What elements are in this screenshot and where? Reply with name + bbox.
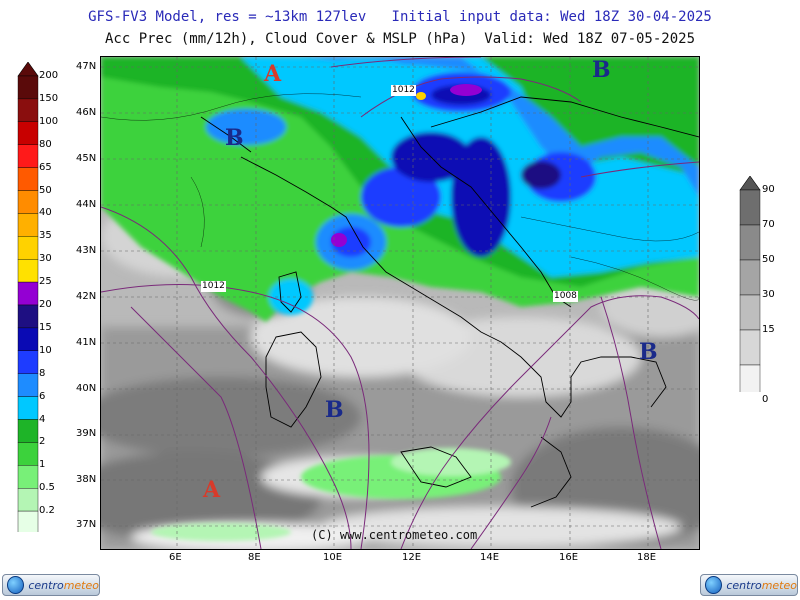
precip-scale-label: 0.5 — [39, 482, 55, 494]
precip-scale-swatch — [17, 258, 39, 283]
cloud-cover-colorbar — [739, 176, 761, 392]
precip-scale-swatch — [17, 396, 39, 420]
precip-scale-swatch — [17, 419, 39, 443]
cloud-scale-swatch — [739, 294, 761, 331]
cloud-scale-label: 0 — [762, 394, 769, 405]
lon-label: 6E — [169, 552, 182, 563]
precip-scale-label: 20 — [39, 299, 52, 310]
precip-scale-swatch — [17, 190, 39, 214]
precip-scale-swatch — [17, 144, 39, 168]
high-pressure-center: A — [203, 477, 221, 503]
lat-label: 43N — [76, 245, 97, 256]
precip-scale-swatch — [17, 350, 39, 374]
precip-scale-swatch — [17, 373, 39, 397]
precip-scale-label: 0.2 — [39, 505, 55, 517]
precip-scale-swatch — [17, 236, 39, 260]
lon-label: 18E — [637, 552, 657, 563]
logo-accent: meteo — [63, 578, 99, 592]
high-pressure-center: A — [264, 61, 282, 87]
precip-scale-swatch — [17, 510, 39, 532]
map-canvas — [101, 57, 699, 549]
colorbar-arrow — [17, 62, 39, 77]
precip-scale-label: 1 — [39, 459, 46, 471]
precip-scale-label: 25 — [39, 276, 52, 288]
isobar-label: 1008 — [553, 291, 578, 302]
precip-scale-swatch — [17, 167, 39, 191]
isobar-label: 1012 — [201, 281, 226, 292]
logo-text: centro — [28, 578, 64, 592]
precip-scale-label: 10 — [39, 344, 52, 356]
precip-scale-label: 4 — [39, 413, 46, 425]
lat-label: 46N — [76, 107, 97, 118]
low-pressure-center: B — [592, 57, 611, 83]
precip-scale-label: 50 — [39, 184, 52, 196]
precip-scale-swatch — [17, 75, 39, 100]
cloud-scale-swatch — [739, 189, 761, 226]
lat-label: 41N — [76, 337, 97, 348]
low-pressure-center: B — [639, 339, 658, 365]
isobar-label: 1012 — [391, 85, 416, 96]
precip-scale-swatch — [17, 121, 39, 145]
cloud-scale-label: 30 — [762, 289, 775, 300]
precip-scale-label: 150 — [39, 92, 59, 104]
lat-label: 44N — [76, 199, 97, 210]
precip-scale-swatch — [17, 213, 39, 237]
precip-scale-label: 30 — [39, 253, 52, 265]
precip-scale-label: 80 — [39, 138, 52, 150]
low-pressure-center: B — [325, 397, 344, 423]
copyright-text: (C) www.centrometeo.com — [311, 528, 478, 542]
cloud-scale-swatch — [739, 329, 761, 366]
centrometeo-logo-right[interactable]: centrometeo — [700, 574, 798, 596]
precip-scale-swatch — [17, 304, 39, 329]
cloud-scale-swatch — [739, 259, 761, 296]
precip-scale-swatch — [17, 488, 39, 512]
lon-label: 12E — [402, 552, 422, 563]
lat-label: 40N — [76, 383, 97, 394]
cloud-scale-label: 70 — [762, 219, 775, 230]
cloud-scale-label: 90 — [762, 184, 775, 195]
precip-scale-label: 100 — [39, 115, 59, 127]
lat-label: 39N — [76, 428, 97, 439]
precip-scale-label: 65 — [39, 161, 52, 173]
precip-scale-swatch — [17, 327, 39, 351]
precip-scale-label: 40 — [39, 207, 52, 219]
lon-label: 8E — [248, 552, 261, 563]
weather-map: A B B B B A 1012 1012 1008 (C) www.centr… — [100, 56, 700, 550]
lat-label: 38N — [76, 474, 97, 485]
low-pressure-center: B — [225, 125, 244, 151]
logo-text: centro — [726, 578, 762, 592]
cloud-scale-label: 50 — [762, 254, 775, 265]
cloud-scale-swatch — [739, 364, 761, 392]
cloud-scale-label: 15 — [762, 324, 775, 335]
lat-label: 45N — [76, 153, 97, 164]
precip-scale-label: 2 — [39, 436, 46, 448]
title-line-1: GFS-FV3 Model, res = ~13km 127lev Initia… — [88, 9, 712, 25]
lon-label: 14E — [480, 552, 500, 563]
centrometeo-logo-left[interactable]: centrometeo — [2, 574, 100, 596]
precip-scale-swatch — [17, 281, 39, 306]
precip-scale-swatch — [17, 442, 39, 466]
lat-label: 37N — [76, 519, 97, 530]
globe-icon — [7, 576, 25, 594]
lon-label: 10E — [323, 552, 343, 563]
globe-icon — [705, 576, 723, 594]
precip-scale-label: 8 — [39, 367, 46, 379]
lon-label: 16E — [559, 552, 579, 563]
precip-scale-label: 200 — [39, 70, 59, 81]
colorbar-arrow — [739, 176, 761, 191]
precip-scale-swatch — [17, 465, 39, 489]
logo-accent: meteo — [761, 578, 797, 592]
precip-scale-label: 15 — [39, 321, 52, 333]
precip-scale-swatch — [17, 98, 39, 123]
precipitation-colorbar — [17, 62, 39, 532]
precip-scale-label: 6 — [39, 390, 46, 402]
lat-label: 42N — [76, 291, 97, 302]
title-line-2: Acc Prec (mm/12h), Cloud Cover & MSLP (h… — [104, 31, 695, 47]
lat-label: 47N — [76, 61, 97, 72]
cloud-scale-swatch — [739, 224, 761, 261]
precip-scale-label: 35 — [39, 230, 52, 242]
